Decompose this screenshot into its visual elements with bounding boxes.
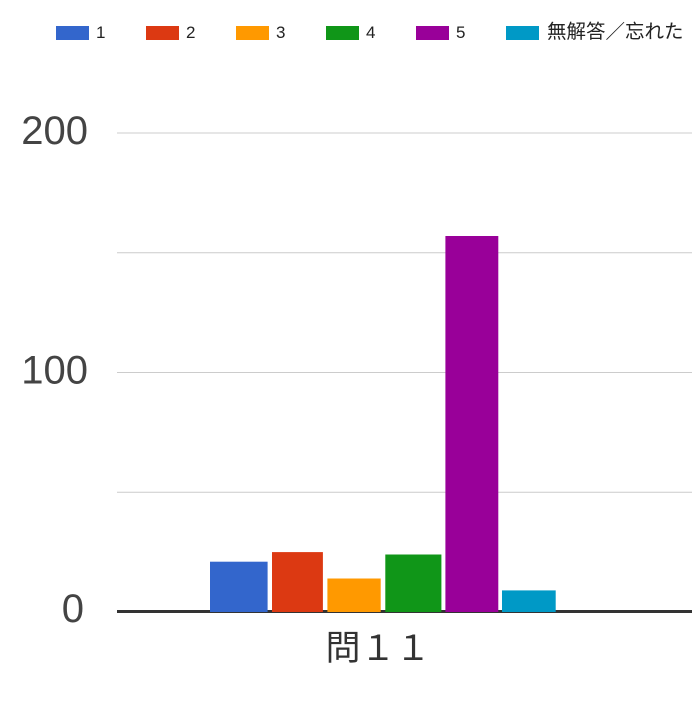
svg-text:200: 200 (21, 109, 88, 153)
svg-text:1: 1 (96, 23, 105, 42)
svg-text:4: 4 (366, 23, 375, 42)
svg-text:100: 100 (21, 349, 88, 393)
svg-text:問１１: 問１１ (325, 629, 430, 668)
svg-text:0: 0 (62, 587, 84, 631)
svg-text:無解答／忘れた: 無解答／忘れた (547, 21, 684, 43)
svg-text:5: 5 (456, 23, 465, 42)
svg-text:3: 3 (276, 23, 285, 42)
svg-text:2: 2 (186, 23, 195, 42)
